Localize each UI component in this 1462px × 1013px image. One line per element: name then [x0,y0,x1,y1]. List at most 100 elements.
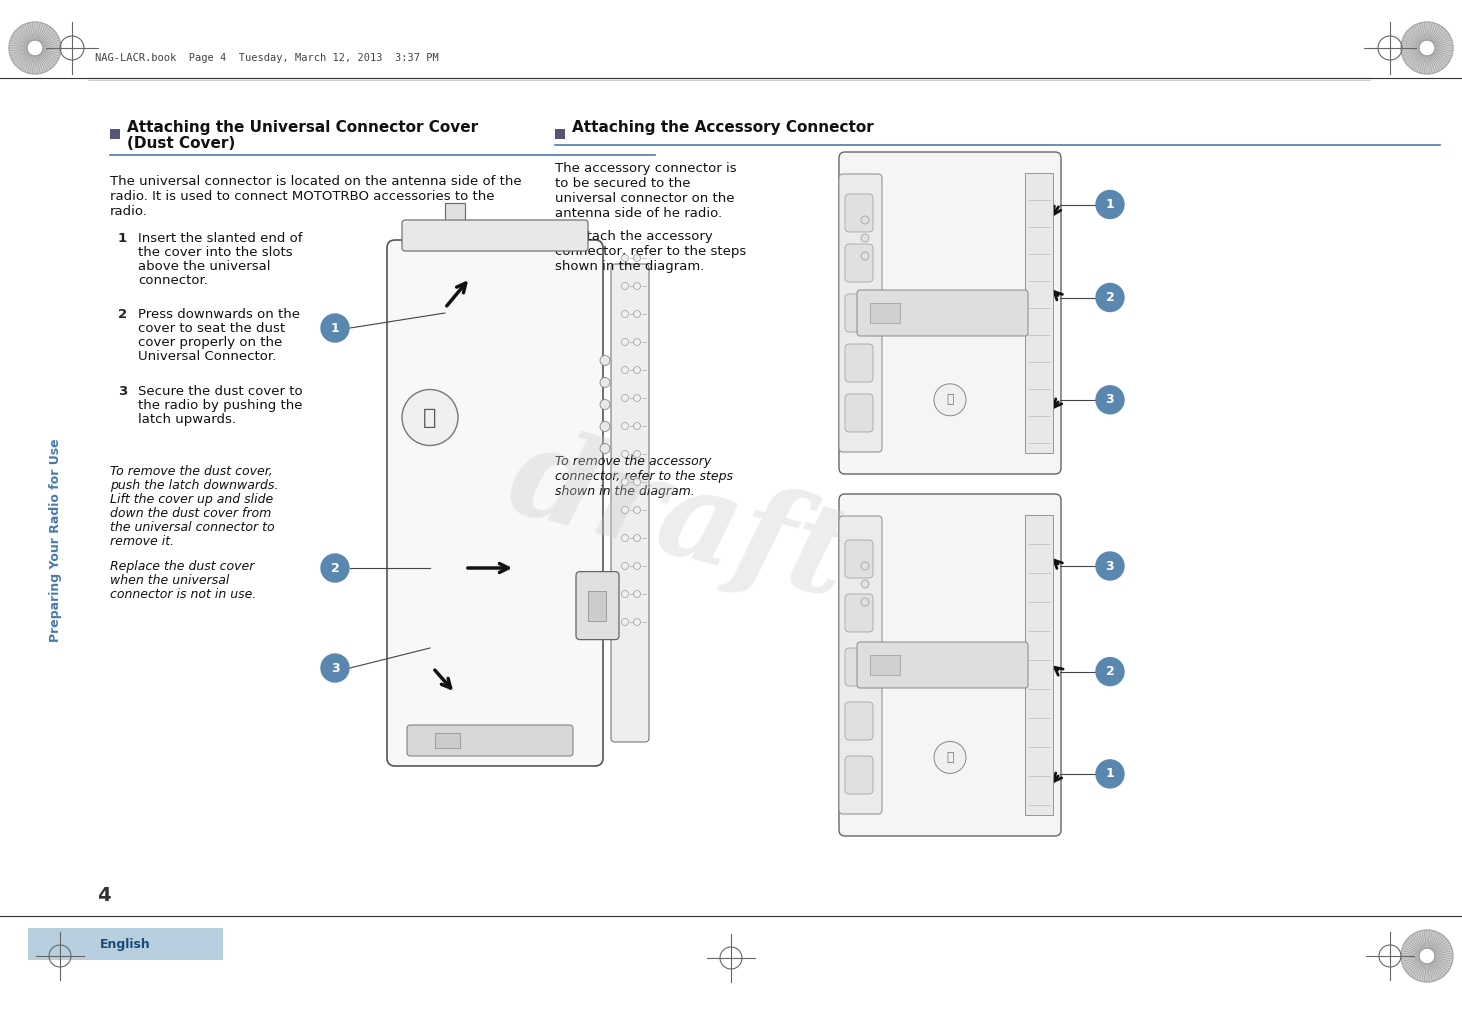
FancyBboxPatch shape [857,642,1028,688]
Text: 3: 3 [118,385,127,398]
Circle shape [861,580,868,588]
Text: connector.: connector. [137,274,208,287]
Text: the radio by pushing the: the radio by pushing the [137,399,303,412]
Circle shape [621,367,629,374]
Circle shape [633,254,640,261]
Circle shape [28,41,42,56]
Circle shape [621,338,629,345]
Text: connector is not in use.: connector is not in use. [110,588,256,601]
Circle shape [861,216,868,224]
FancyBboxPatch shape [611,264,649,742]
Circle shape [621,254,629,261]
Circle shape [633,506,640,514]
Circle shape [1096,760,1124,788]
FancyBboxPatch shape [839,152,1061,474]
Circle shape [621,506,629,514]
Circle shape [861,252,868,260]
Text: radio.: radio. [110,205,148,218]
Text: push the latch downwards.: push the latch downwards. [110,479,278,492]
Text: (Dust Cover): (Dust Cover) [127,136,235,151]
Circle shape [621,591,629,598]
Text: 1: 1 [1105,768,1114,780]
Circle shape [934,384,966,415]
Text: Preparing Your Radio for Use: Preparing Your Radio for Use [50,439,63,642]
Circle shape [1420,948,1434,963]
Circle shape [322,654,349,682]
FancyBboxPatch shape [839,516,882,814]
Text: cover properly on the: cover properly on the [137,336,282,349]
Circle shape [861,234,868,242]
Circle shape [861,562,868,570]
Circle shape [621,451,629,458]
FancyBboxPatch shape [845,394,873,432]
Circle shape [621,478,629,485]
Circle shape [621,283,629,290]
Text: The accessory connector is: The accessory connector is [556,162,737,175]
Text: 2: 2 [330,561,339,574]
Bar [870,655,901,675]
Text: English: English [99,937,151,950]
FancyBboxPatch shape [845,756,873,794]
Circle shape [633,283,640,290]
Circle shape [1096,657,1124,686]
Circle shape [633,591,640,598]
Circle shape [621,619,629,625]
Text: Attaching the Accessory Connector: Attaching the Accessory Connector [572,120,874,135]
Text: Insert the slanted end of: Insert the slanted end of [137,232,303,245]
Circle shape [633,478,640,485]
Text: down the dust cover from: down the dust cover from [110,506,272,520]
Text: shown in the diagram.: shown in the diagram. [556,260,705,272]
Text: above the universal: above the universal [137,260,270,272]
Bar [1025,173,1053,453]
Text: To remove the accessory: To remove the accessory [556,455,711,468]
Circle shape [1096,552,1124,580]
Text: 3: 3 [1105,393,1114,406]
Text: latch upwards.: latch upwards. [137,413,235,426]
Circle shape [633,562,640,569]
FancyBboxPatch shape [839,494,1061,836]
Circle shape [621,562,629,569]
Bar [444,203,465,233]
Text: 3: 3 [330,661,339,675]
Circle shape [599,444,610,454]
Text: Ⓜ: Ⓜ [424,407,437,427]
Circle shape [633,422,640,430]
Text: 2: 2 [1105,666,1114,678]
Bar [1025,515,1053,815]
Polygon shape [1401,930,1453,982]
Text: the universal connector to: the universal connector to [110,521,275,534]
Text: NAG-LACR.book  Page 4  Tuesday, March 12, 2013  3:37 PM: NAG-LACR.book Page 4 Tuesday, March 12, … [95,53,439,63]
Text: connector, refer to the steps: connector, refer to the steps [556,245,746,258]
Text: connector, refer to the steps: connector, refer to the steps [556,470,732,483]
Text: universal connector on the: universal connector on the [556,192,734,205]
Text: The universal connector is located on the antenna side of the: The universal connector is located on th… [110,175,522,188]
Circle shape [599,356,610,366]
Circle shape [322,554,349,582]
FancyBboxPatch shape [402,220,588,251]
Text: Attaching the Universal Connector Cover: Attaching the Universal Connector Cover [127,120,478,135]
Text: Lift the cover up and slide: Lift the cover up and slide [110,493,273,506]
FancyBboxPatch shape [387,240,602,766]
Circle shape [1096,284,1124,312]
Circle shape [633,367,640,374]
Text: Secure the dust cover to: Secure the dust cover to [137,385,303,398]
Circle shape [1420,41,1434,56]
Text: Press downwards on the: Press downwards on the [137,308,300,321]
Polygon shape [9,22,61,74]
Circle shape [621,394,629,401]
Polygon shape [1401,22,1453,74]
Bar [110,129,120,139]
Bar [870,303,901,323]
Bar [556,129,564,139]
Text: 2: 2 [1105,291,1114,304]
FancyBboxPatch shape [845,294,873,332]
Text: To attach the accessory: To attach the accessory [556,230,713,243]
Text: Ⓜ: Ⓜ [946,393,953,406]
FancyBboxPatch shape [845,244,873,282]
Circle shape [621,535,629,542]
FancyBboxPatch shape [845,194,873,232]
Text: to be secured to the: to be secured to the [556,177,690,190]
Text: radio. It is used to connect MOTOTRBO accessories to the: radio. It is used to connect MOTOTRBO ac… [110,190,494,203]
Bar [28,928,224,960]
Text: when the universal: when the universal [110,574,230,587]
